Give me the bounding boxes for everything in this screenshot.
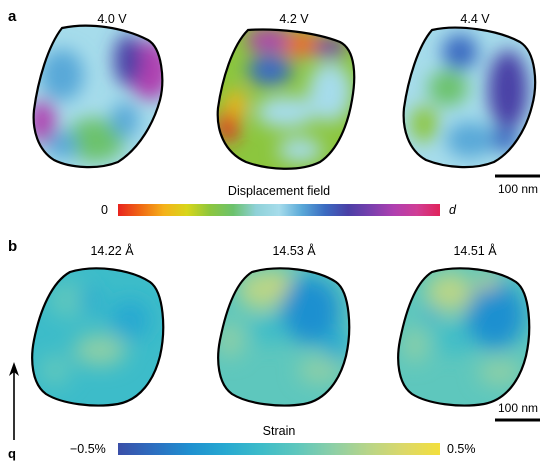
strain-colorbar xyxy=(118,443,440,455)
displacement-map-2 xyxy=(217,29,355,169)
panel-b-letter: b xyxy=(8,238,18,255)
q-vector-label: q xyxy=(8,446,16,461)
strain-colorbar-title: Strain xyxy=(262,424,296,438)
strain-max-label: 0.5% xyxy=(447,442,476,456)
particle-outline xyxy=(397,267,531,407)
displacement-map-3 xyxy=(403,27,536,168)
displacement-colorbar-title: Displacement field xyxy=(227,184,331,198)
panel-a-letter: a xyxy=(8,8,17,25)
particle-outline xyxy=(32,24,164,169)
lattice-label-2: 14.53 Å xyxy=(272,244,316,258)
voltage-label-2: 4.2 V xyxy=(279,12,309,26)
particle-outline xyxy=(217,267,351,407)
strain-map-1 xyxy=(32,268,164,406)
strain-min-label: −0.5% xyxy=(70,442,106,456)
voltage-label-1: 4.0 V xyxy=(97,12,127,26)
lattice-label-1: 14.22 Å xyxy=(90,244,134,258)
particle-outline xyxy=(216,28,356,170)
scale-bar-b-label: 100 nm xyxy=(497,401,539,415)
strain-map-2 xyxy=(218,268,350,406)
displacement-colorbar xyxy=(118,204,440,216)
displacement-min-label: 0 xyxy=(101,203,108,217)
displacement-max-label: d xyxy=(449,203,456,217)
scale-bar-a-label: 100 nm xyxy=(497,182,539,196)
strain-map-3 xyxy=(398,268,530,406)
particle-outline xyxy=(402,26,537,169)
q-vector-arrowhead xyxy=(9,362,19,376)
lattice-label-3: 14.51 Å xyxy=(453,244,497,258)
displacement-map-1 xyxy=(33,25,163,168)
particle-outline xyxy=(31,267,165,407)
voltage-label-3: 4.4 V xyxy=(460,12,490,26)
